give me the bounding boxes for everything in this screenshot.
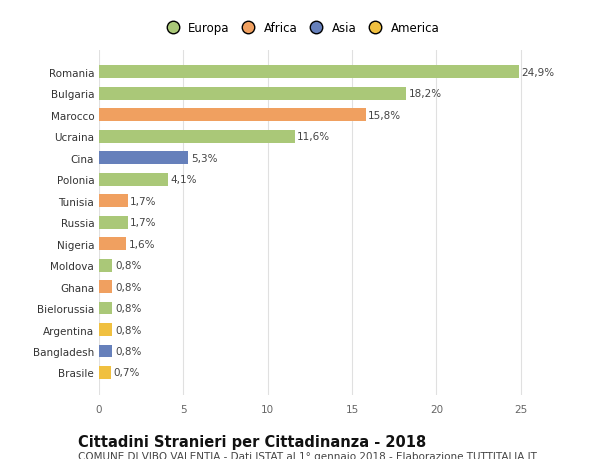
Bar (99, 302, 112, 315)
Text: COMUNE DI VIBO VALENTIA - Dati ISTAT al 1° gennaio 2018 - Elaborazione TUTTITALI: COMUNE DI VIBO VALENTIA - Dati ISTAT al … (78, 451, 537, 459)
Text: Cittadini Stranieri per Cittadinanza - 2018: Cittadini Stranieri per Cittadinanza - 2… (78, 434, 426, 449)
Text: 5,3%: 5,3% (191, 153, 217, 163)
Text: 15,8%: 15,8% (368, 111, 401, 120)
Bar (99, 152, 188, 165)
Bar (99, 195, 128, 207)
Bar (99, 66, 519, 79)
Text: 0,7%: 0,7% (113, 368, 140, 378)
Text: 1,7%: 1,7% (130, 196, 157, 206)
Text: 18,2%: 18,2% (409, 89, 442, 99)
Bar (99, 216, 128, 229)
Bar (99, 130, 295, 143)
Text: 0,8%: 0,8% (115, 325, 142, 335)
Text: 1,7%: 1,7% (130, 218, 157, 228)
Bar (99, 259, 112, 272)
Text: 0,8%: 0,8% (115, 346, 142, 356)
Text: 0,8%: 0,8% (115, 282, 142, 292)
Text: 1,6%: 1,6% (128, 239, 155, 249)
Bar (99, 109, 365, 122)
Text: 0,8%: 0,8% (115, 303, 142, 313)
Bar (99, 88, 406, 101)
Text: 4,1%: 4,1% (170, 175, 197, 185)
Bar (99, 280, 112, 293)
Bar (99, 345, 112, 358)
Bar (99, 238, 126, 251)
Bar (99, 366, 111, 379)
Text: 24,9%: 24,9% (521, 67, 554, 78)
Text: 0,8%: 0,8% (115, 261, 142, 270)
Bar (99, 174, 168, 186)
Bar (99, 323, 112, 336)
Text: 11,6%: 11,6% (297, 132, 331, 142)
Legend: Europa, Africa, Asia, America: Europa, Africa, Asia, America (157, 18, 443, 39)
